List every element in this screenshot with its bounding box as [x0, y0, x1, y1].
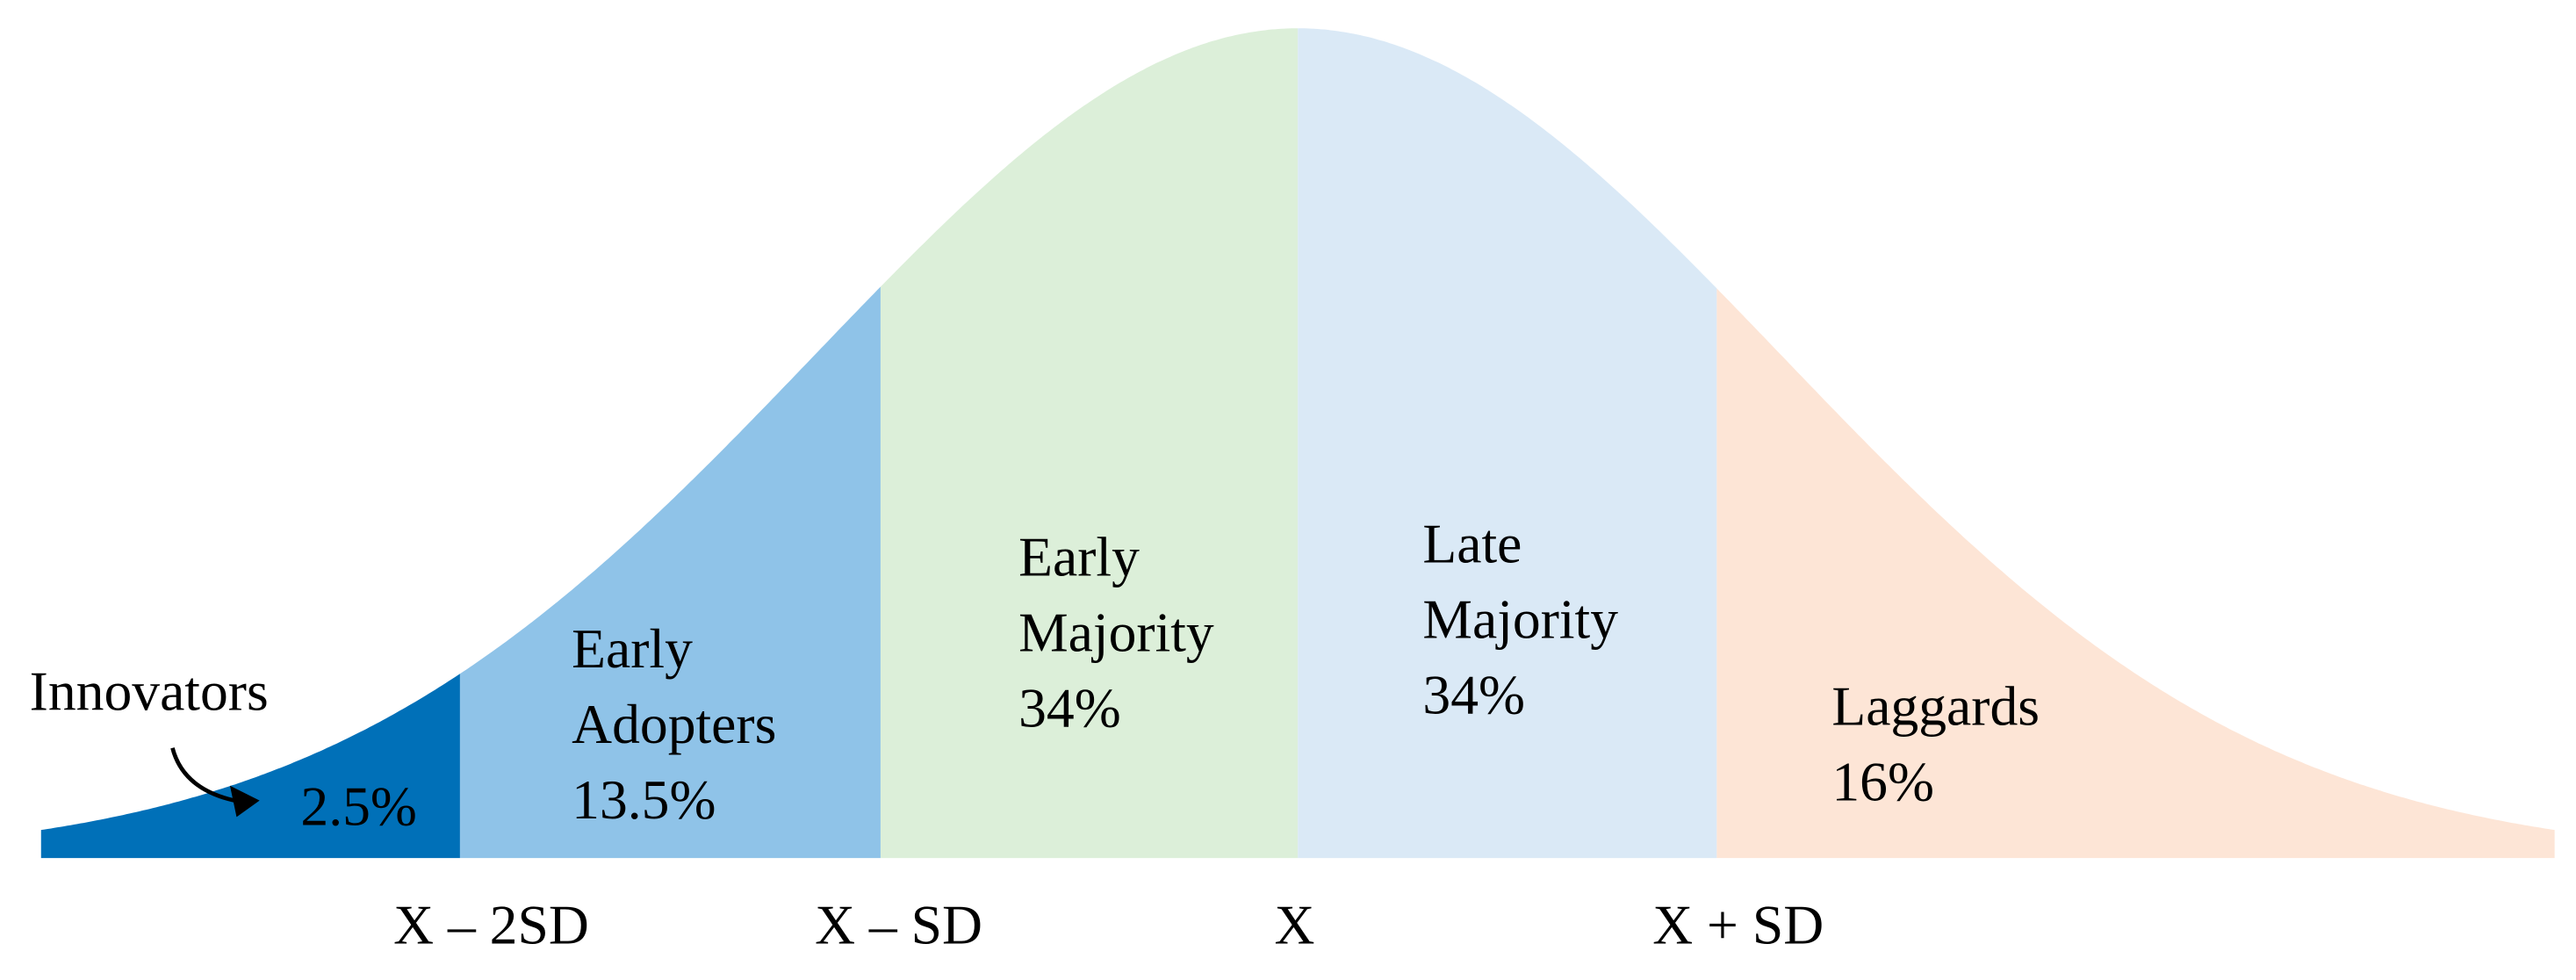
segment-percent: 34% [1018, 676, 1121, 739]
segment-label: Majority [1018, 601, 1214, 663]
curve-segment [880, 28, 1299, 859]
segment-label: Majority [1422, 587, 1618, 650]
arrow [170, 747, 244, 804]
segment-label: Late [1422, 512, 1522, 574]
segment-percent: 2.5% [300, 775, 417, 838]
curve-segment [1298, 28, 1717, 859]
segment-label: Early [1018, 525, 1140, 587]
axis-label: X [1275, 893, 1315, 955]
axis-label: X – 2SD [393, 893, 589, 955]
axis-label: X – SD [815, 893, 982, 955]
curve-segment [1716, 288, 2555, 859]
segment-percent: 13.5% [572, 768, 716, 831]
axis-label: X + SD [1652, 893, 1824, 955]
segment-label: Early [572, 617, 693, 680]
curve-segment [459, 286, 881, 859]
arrow-head [229, 785, 260, 818]
segment-percent: 16% [1831, 751, 1934, 813]
segment-label: Laggards [1831, 675, 2040, 738]
curve-segment [40, 674, 460, 859]
segment-label: Innovators [30, 660, 269, 723]
segment-label: Adopters [572, 693, 776, 755]
segment-percent: 34% [1422, 663, 1525, 725]
bell-curve [40, 28, 2555, 859]
